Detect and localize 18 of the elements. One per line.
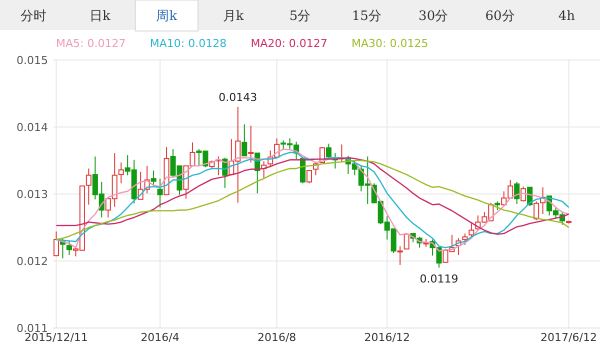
y-tick-label: 0.014	[16, 121, 48, 134]
x-tick-label: 2015/12/11	[24, 331, 88, 344]
x-tick-label: 2016/8	[257, 331, 296, 344]
x-tick-label: 2016/12	[364, 331, 410, 344]
text: MA5: 0.0127	[56, 37, 126, 50]
annotation: 0.0119	[420, 272, 458, 286]
text: MA30: 0.0125	[352, 37, 428, 50]
candlestick	[157, 178, 163, 208]
annotation: 0.0143	[218, 90, 258, 104]
y-tick-label: 0.012	[16, 255, 48, 268]
text: MA10: 0.0128	[150, 37, 227, 50]
x-tick-label: 2017/6/12	[540, 331, 597, 344]
x-tick-label: 2016/4	[140, 331, 180, 344]
text: MA20: 0.0127	[250, 37, 328, 50]
y-tick-label: 0.015	[16, 54, 48, 67]
tab-bar: 分时 日k 周k 月k 5分 15分 30分 60分 4h	[0, 0, 600, 32]
candlestick	[248, 125, 254, 164]
y-tick-label: 0.013	[16, 188, 48, 201]
